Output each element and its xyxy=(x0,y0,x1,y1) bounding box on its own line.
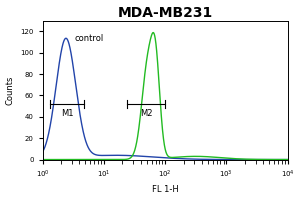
Text: control: control xyxy=(74,34,104,43)
X-axis label: FL 1-H: FL 1-H xyxy=(152,185,178,194)
Title: MDA-MB231: MDA-MB231 xyxy=(118,6,213,20)
Text: M1: M1 xyxy=(61,109,74,118)
Text: M2: M2 xyxy=(140,109,152,118)
Y-axis label: Counts: Counts xyxy=(6,75,15,105)
